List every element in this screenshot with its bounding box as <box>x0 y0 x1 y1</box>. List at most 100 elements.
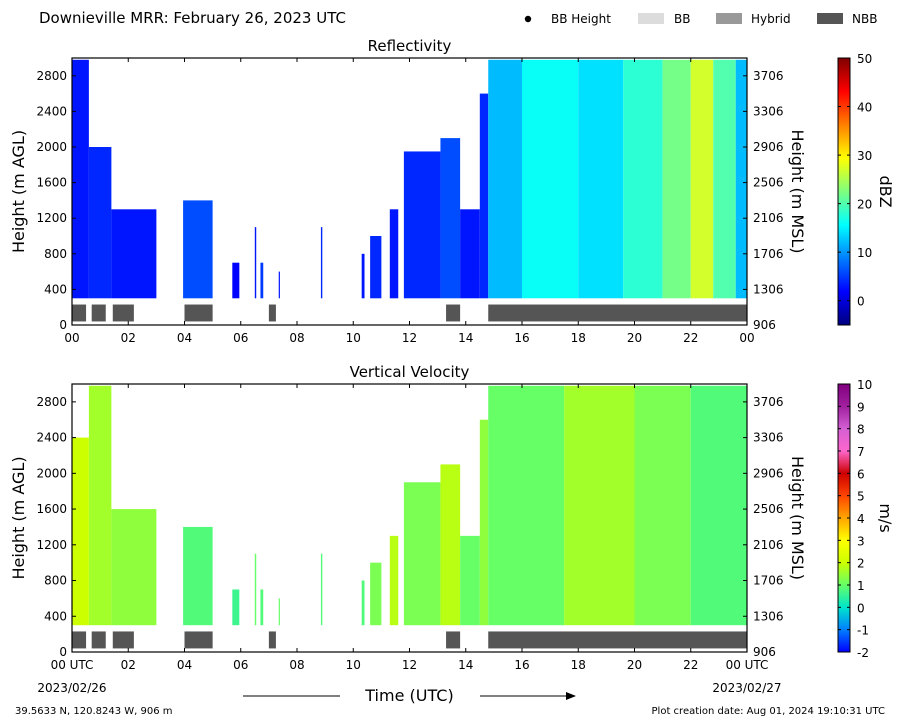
reflectivity-x-ticks: 00 02 04 06 08 10 12 14 16 18 20 22 00 <box>64 58 755 345</box>
heatmap-column <box>389 535 399 626</box>
y2-tick-label: 1306 <box>753 282 784 296</box>
y-tick-label: 400 <box>44 282 67 296</box>
x-tick-label: 14 <box>458 658 473 672</box>
bb-class-segment <box>72 304 87 322</box>
y2-tick-label: 2506 <box>753 176 784 190</box>
colorbar-tick-label: 0 <box>857 295 865 309</box>
y-tick-label: 2000 <box>36 466 67 480</box>
x-tick-label: 22 <box>683 658 698 672</box>
x-tick-label: 14 <box>458 331 473 345</box>
y2-tick-label: 906 <box>753 645 776 659</box>
heatmap-column <box>564 385 635 626</box>
heatmap-column <box>320 227 323 299</box>
y2-tick-label: 2106 <box>753 211 784 225</box>
velocity-y2label: Height (m MSL) <box>788 456 807 580</box>
bb-class-segment <box>112 304 134 322</box>
legend-label-nbb: NBB <box>852 12 877 26</box>
heatmap-column <box>232 262 240 299</box>
x-tick-label: 00 UTC <box>726 658 769 672</box>
velocity-ylabel: Height (m AGL) <box>9 456 28 579</box>
heatmap-column <box>389 209 399 299</box>
time-arrow-head <box>566 692 576 700</box>
x-tick-label: 20 <box>627 658 642 672</box>
x-tick-label: 18 <box>571 331 586 345</box>
velocity-title: Vertical Velocity <box>350 363 470 381</box>
x-tick-label: 08 <box>289 331 304 345</box>
heatmap-column <box>690 59 714 299</box>
x-tick-label: 08 <box>289 658 304 672</box>
heatmap-column <box>578 59 624 299</box>
y2-tick-label: 1706 <box>753 574 784 588</box>
bb-class-segment <box>184 304 213 322</box>
y-tick-label: 0 <box>59 645 67 659</box>
velocity-panel: Vertical Velocity 00 UTC 02 04 06 08 10 12 14 16… <box>9 363 895 672</box>
bb-class-segment <box>488 631 747 649</box>
x-tick-label: 16 <box>514 658 529 672</box>
y-tick-label: 2800 <box>36 69 67 83</box>
x-tick-label: 06 <box>233 331 248 345</box>
end-date: 2023/02/27 <box>712 681 781 695</box>
y-tick-label: 0 <box>59 318 67 332</box>
x-tick-label: 06 <box>233 658 248 672</box>
heatmap-column <box>403 482 441 626</box>
velocity-y-ticks: 0 400 800 1200 1600 2000 2400 2800 <box>36 395 76 659</box>
x-tick-label: 18 <box>571 658 586 672</box>
heatmap-column <box>361 580 365 626</box>
y-tick-label: 400 <box>44 609 67 623</box>
reflectivity-colorbar-label: dBZ <box>876 175 895 207</box>
reflectivity-ylabel: Height (m AGL) <box>9 130 28 253</box>
heatmap-column <box>232 589 240 626</box>
colorbar-tick-label: 2 <box>857 557 865 571</box>
x-tick-label: 10 <box>346 658 361 672</box>
heatmap-column <box>370 562 382 626</box>
heatmap-column <box>479 93 489 299</box>
heatmap-column <box>320 553 323 626</box>
heatmap-column <box>111 209 157 299</box>
y-tick-label: 2400 <box>36 431 67 445</box>
y2-tick-label: 2906 <box>753 466 784 480</box>
bb-class-segment <box>446 304 461 322</box>
creation-date-footnote: Plot creation date: Aug 01, 2024 19:10:3… <box>652 706 885 717</box>
x-tick-label: 22 <box>683 331 698 345</box>
x-tick-label: 12 <box>402 331 417 345</box>
reflectivity-title: Reflectivity <box>368 37 452 55</box>
heatmap-column <box>370 236 382 299</box>
colorbar-tick-label: 20 <box>857 198 872 212</box>
heatmap-column <box>479 419 489 626</box>
x-tick-label: 04 <box>177 331 192 345</box>
heatmap-column <box>488 385 565 626</box>
heatmap-column <box>254 227 257 299</box>
heatmap-column <box>460 535 480 626</box>
colorbar-tick-label: 5 <box>857 490 865 504</box>
heatmap-column <box>88 147 112 299</box>
heatmap-column <box>260 262 264 299</box>
legend-label-hybrid: Hybrid <box>751 12 791 26</box>
y-tick-label: 1200 <box>36 211 67 225</box>
colorbar-tick-label: 1 <box>857 579 865 593</box>
colorbar-tick-label: 30 <box>857 149 872 163</box>
colorbar-tick-label: 0 <box>857 601 865 615</box>
x-tick-label: 02 <box>121 331 136 345</box>
bb-class-segment <box>268 631 276 649</box>
heatmap-column <box>183 200 213 299</box>
heatmap-column <box>260 589 264 626</box>
heatmap-column <box>72 437 89 626</box>
reflectivity-heatmap <box>72 59 747 299</box>
reflectivity-y2label: Height (m MSL) <box>788 129 807 253</box>
x-tick-label: 00 UTC <box>51 658 94 672</box>
bb-class-segment <box>184 631 213 649</box>
reflectivity-bb-class-strip <box>72 304 747 322</box>
reflectivity-y2-ticks: 906 1306 1706 2106 2506 2906 3306 3706 <box>743 69 784 332</box>
heatmap-column <box>522 59 579 299</box>
y2-tick-label: 1706 <box>753 247 784 261</box>
velocity-bb-class-strip <box>72 631 747 649</box>
y2-tick-label: 3706 <box>753 69 784 83</box>
bb-class-segment <box>72 631 87 649</box>
heatmap-column <box>254 553 257 626</box>
bb-class-segment <box>488 304 747 322</box>
heatmap-column <box>440 138 461 299</box>
bb-class-segment <box>91 631 106 649</box>
y-tick-label: 1200 <box>36 538 67 552</box>
colorbar-tick-label: 6 <box>857 467 865 481</box>
heatmap-column <box>278 271 280 299</box>
